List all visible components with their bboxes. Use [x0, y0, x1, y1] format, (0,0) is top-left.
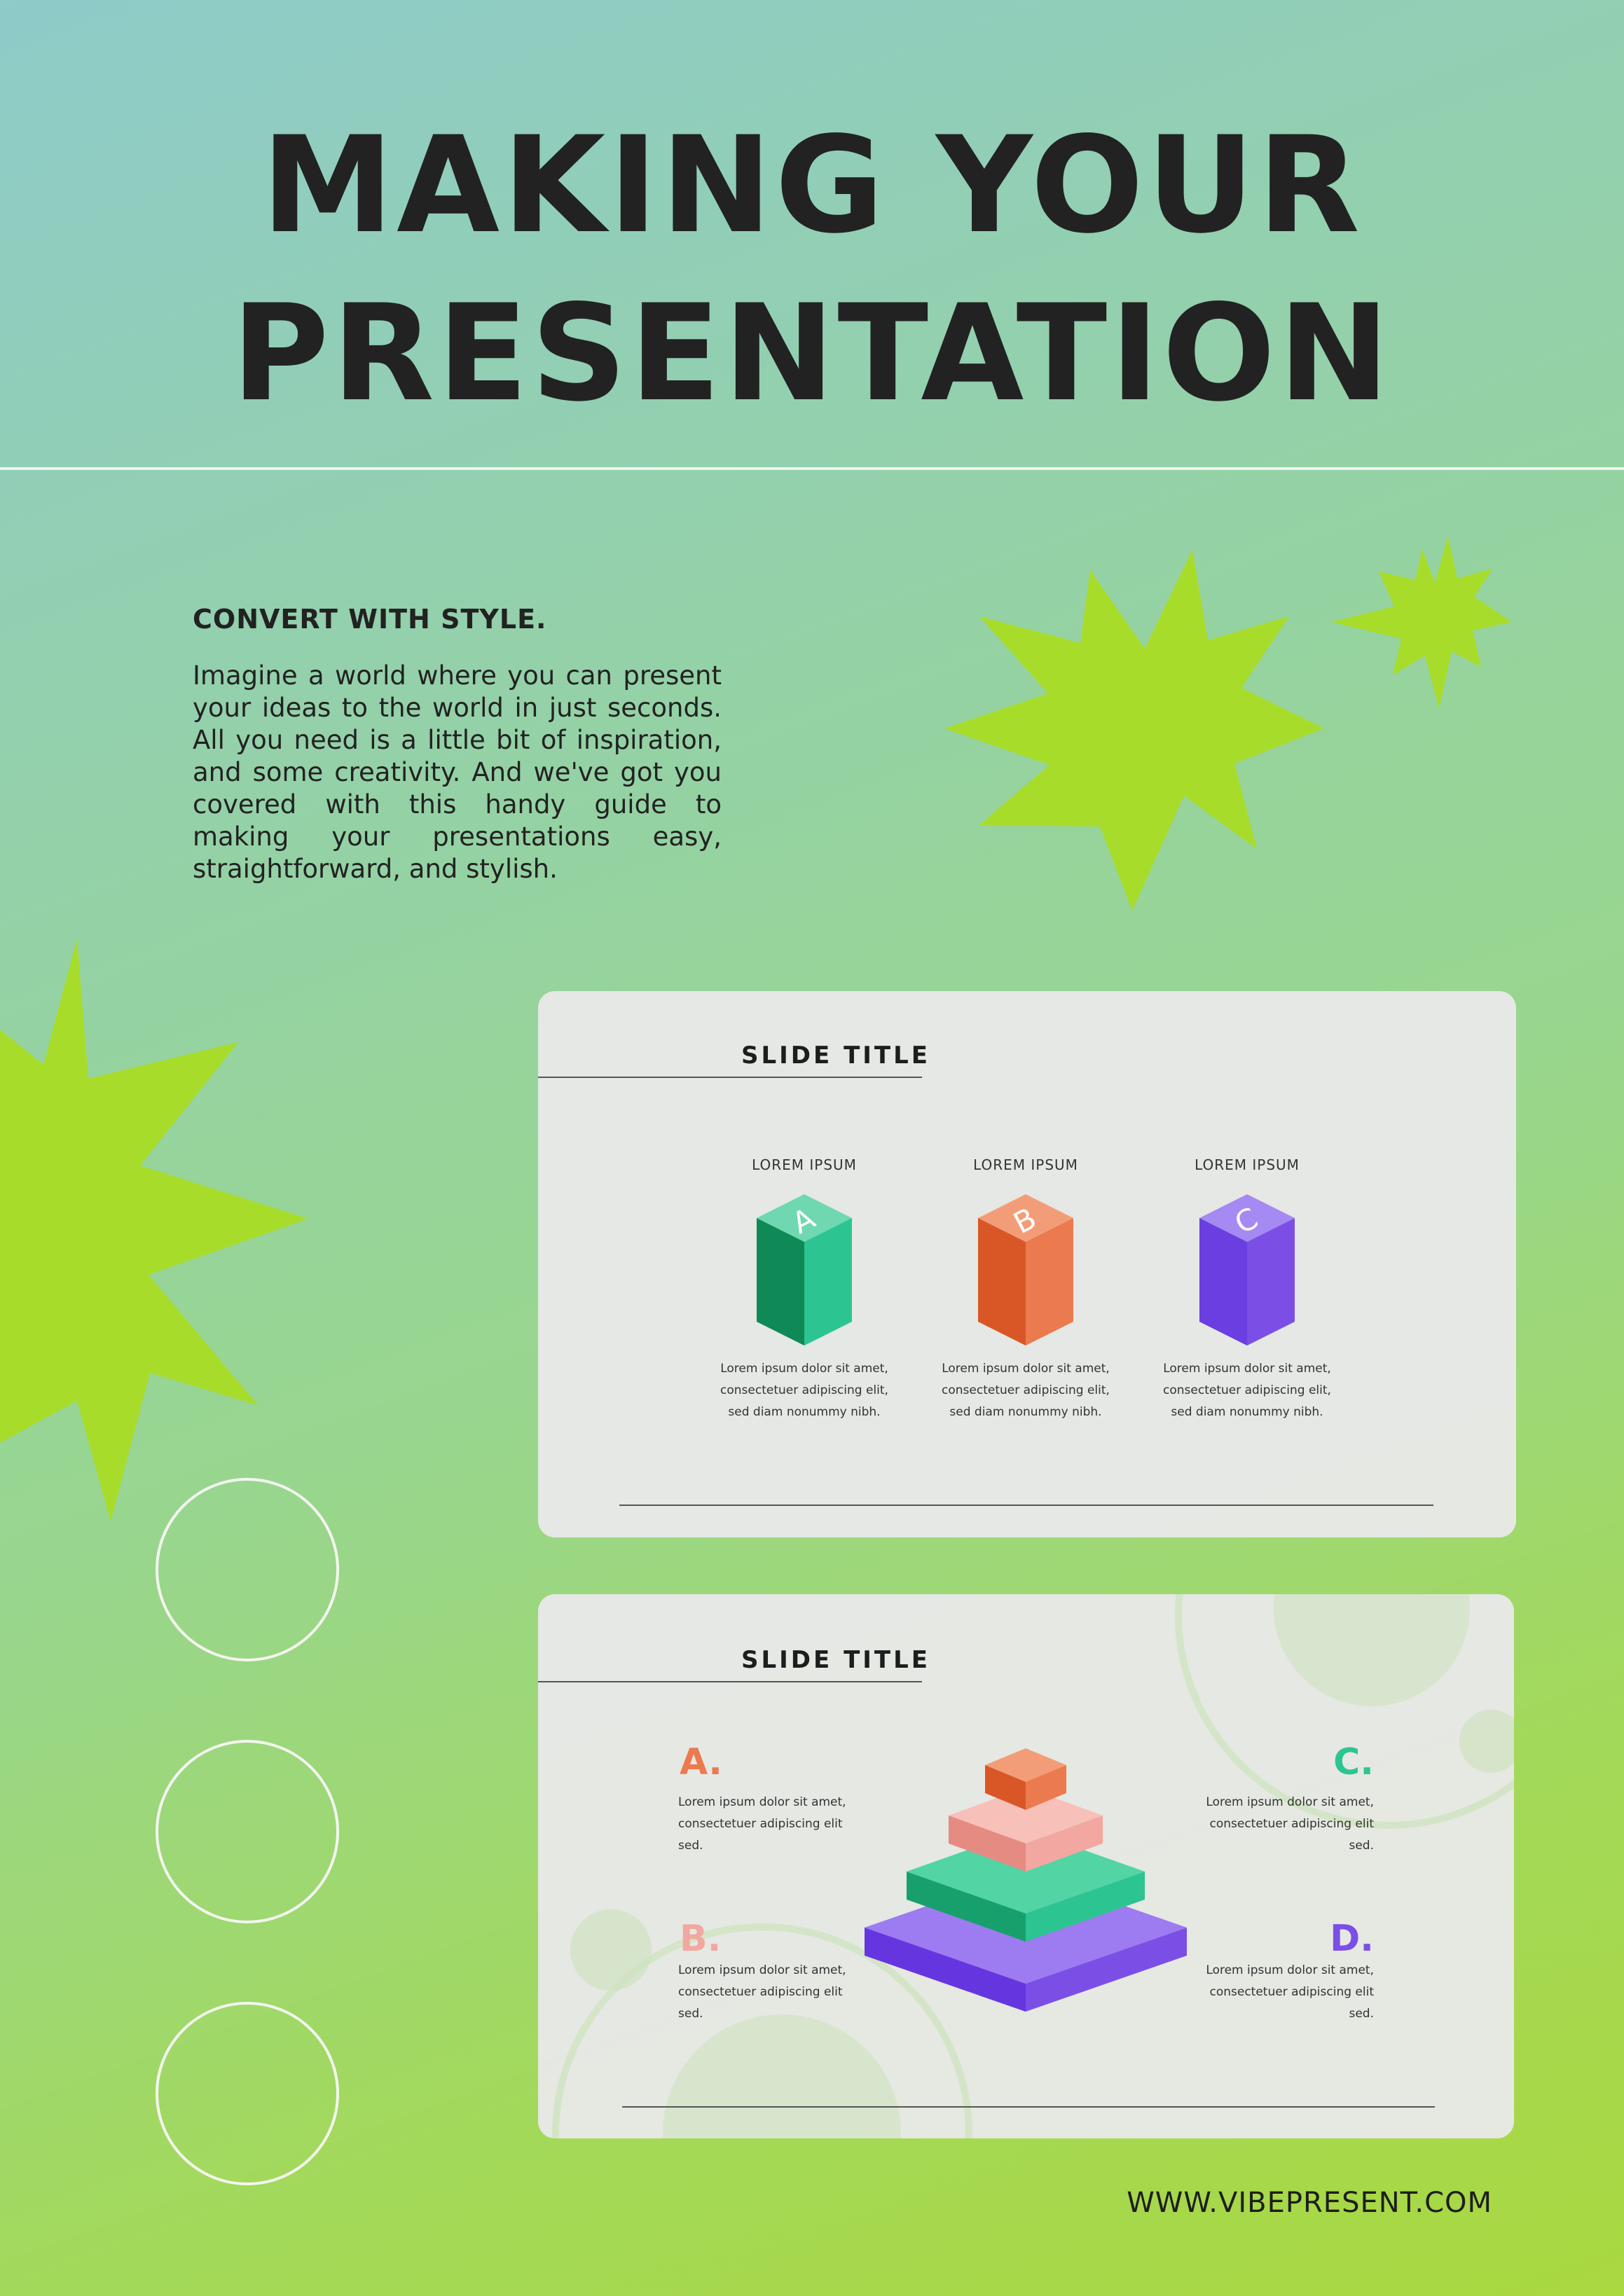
column-c-label: LOREM IPSUM: [1195, 1156, 1300, 1173]
slide-title: SLIDE TITLE: [741, 1042, 931, 1070]
header-divider: [0, 467, 1624, 470]
item-c-text: Lorem ipsum dolor sit amet, consectetuer…: [1206, 1795, 1374, 1853]
left-starburst-shape: [0, 939, 308, 1521]
slide-bottom-rule: [619, 1505, 1433, 1506]
intro-heading: CONVERT WITH STYLE.: [193, 604, 547, 635]
item-c-letter: C.: [1333, 1741, 1374, 1783]
outline-circle-2: [156, 1740, 339, 1923]
column-a-text: Lorem ipsum dolor sit amet, consectetuer…: [720, 1362, 888, 1419]
outline-circle-1: [156, 1478, 339, 1661]
outline-circle-3: [156, 2002, 339, 2185]
item-b-letter: B.: [680, 1918, 722, 1960]
item-b-text: Lorem ipsum dolor sit amet, consectetuer…: [678, 1963, 846, 2021]
slide-title: SLIDE TITLE: [741, 1646, 931, 1674]
column-b-label: LOREM IPSUM: [973, 1156, 1078, 1173]
cube-b-icon: B: [978, 1194, 1073, 1346]
cube-a-icon: A: [757, 1194, 852, 1346]
slide-title-underline: [538, 1077, 922, 1078]
item-a-letter: A.: [680, 1741, 722, 1783]
item-a-text: Lorem ipsum dolor sit amet, consectetuer…: [678, 1795, 846, 1853]
slide-bottom-rule: [622, 2106, 1435, 2108]
intro-paragraph: Imagine a world where you can present yo…: [193, 661, 722, 884]
slide-preview-card-2: SLIDE TITLE A. Lorem ipsum dolor sit ame…: [538, 1594, 1514, 2138]
poster-title-line-1: MAKING YOUR: [261, 108, 1363, 263]
slide-preview-card-1: SLIDE TITLE LOREM IPSUM A Lorem ipsum do…: [538, 991, 1516, 1537]
slide-title-underline: [538, 1681, 922, 1682]
layered-pyramid-graphic: [865, 1748, 1187, 2012]
cube-c-icon: C: [1199, 1194, 1295, 1346]
column-b-text: Lorem ipsum dolor sit amet, consectetuer…: [942, 1362, 1110, 1419]
large-starburst-shape: [944, 550, 1324, 911]
small-starburst-shape: [1331, 537, 1512, 709]
poster-title-line-2: PRESENTATION: [231, 276, 1393, 431]
website-url: WWW.VIBEPRESENT.COM: [1127, 2187, 1492, 2219]
item-d-letter: D.: [1330, 1918, 1374, 1960]
column-c-text: Lorem ipsum dolor sit amet, consectetuer…: [1163, 1362, 1331, 1419]
item-d-text: Lorem ipsum dolor sit amet, consectetuer…: [1206, 1963, 1374, 2021]
column-a-label: LOREM IPSUM: [752, 1156, 857, 1173]
